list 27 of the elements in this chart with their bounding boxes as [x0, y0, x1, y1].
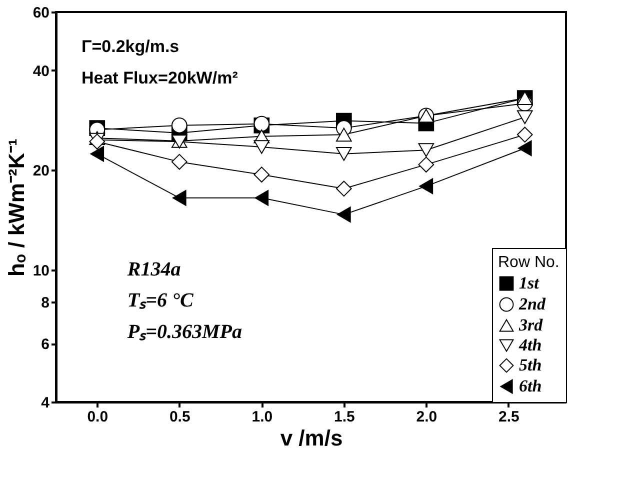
- legend-label: 5th: [519, 356, 542, 374]
- legend-label: 1st: [519, 274, 540, 292]
- x-tick-label: 2.5: [498, 408, 520, 426]
- y-tick-label: 10: [32, 262, 50, 280]
- annotation: Γ=0.2kg/m.s: [82, 37, 180, 56]
- y-tick-label: 6: [41, 336, 50, 354]
- annotation: Tₛ=6 °C: [127, 290, 194, 312]
- legend-label: 2nd: [518, 294, 546, 314]
- y-tick-label: 8: [41, 294, 50, 312]
- legend-label: 4th: [518, 336, 542, 354]
- annotation: R134a: [126, 258, 181, 280]
- x-tick-label: 0.0: [87, 408, 108, 426]
- x-tick-label: 1.5: [334, 408, 355, 426]
- y-axis-title: hₒ / kWm⁻²K⁻¹: [4, 138, 29, 276]
- x-tick-label: 2.0: [416, 408, 438, 426]
- x-axis-title: v /m/s: [280, 426, 343, 450]
- legend-label: 3rd: [518, 316, 544, 334]
- annotation: Heat Flux=20kW/m²: [82, 68, 238, 88]
- y-tick-label: 60: [32, 4, 50, 22]
- y-tick-label: 20: [32, 162, 50, 180]
- x-tick-label: 0.5: [169, 408, 190, 426]
- legend-label: 6th: [519, 376, 542, 396]
- y-tick-label: 40: [32, 62, 50, 80]
- x-tick-label: 1.0: [252, 408, 273, 426]
- y-tick-label: 4: [41, 394, 50, 412]
- annotation: Pₛ=0.363MPa: [126, 320, 242, 343]
- legend-title: Row No.: [498, 254, 560, 271]
